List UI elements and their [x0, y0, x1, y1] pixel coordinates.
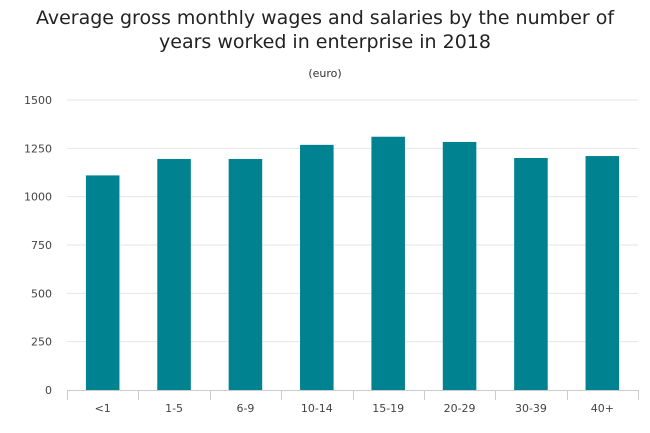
y-tick-label: 1500 — [24, 94, 52, 107]
y-axis-ticks: 0 250 500 750 1000 1250 1500 — [24, 94, 52, 397]
bar-2029 — [442, 141, 477, 390]
bar-69 — [228, 158, 263, 390]
y-tick-label: 0 — [45, 384, 52, 397]
y-tick-label: 750 — [31, 239, 52, 252]
x-tick-label: 30-39 — [515, 402, 547, 415]
y-tick-label: 1000 — [24, 191, 52, 204]
chart-title-line-1: Average gross monthly wages and salaries… — [35, 7, 615, 29]
chart-unit-label: (euro) — [308, 67, 342, 80]
y-tick-label: 250 — [31, 336, 52, 349]
chart-title-line-2: years worked in enterprise in 2018 — [159, 31, 491, 53]
x-tick-label: <1 — [95, 402, 111, 415]
bar-3039 — [514, 158, 548, 390]
x-tick-label: 6-9 — [236, 402, 254, 415]
bars — [85, 136, 620, 390]
chart-title: Average gross monthly wages and salaries… — [0, 6, 650, 54]
bar-1519 — [371, 136, 405, 390]
x-tick-label: 10-14 — [301, 402, 333, 415]
x-tick-label: 40+ — [591, 402, 614, 415]
bar-15 — [157, 158, 191, 390]
bar-1014 — [300, 144, 334, 390]
x-axis: <1 1-5 6-9 10-14 15-19 20-29 30-39 40+ — [67, 390, 639, 415]
bar-40+ — [585, 156, 620, 390]
bar-1 — [85, 175, 120, 390]
y-tick-label: 500 — [31, 287, 52, 300]
y-tick-label: 1250 — [24, 142, 52, 155]
x-tick-label: 20-29 — [444, 402, 476, 415]
x-tick-label: 15-19 — [372, 402, 404, 415]
x-tick-label: 1-5 — [165, 402, 183, 415]
gridlines — [67, 99, 638, 343]
